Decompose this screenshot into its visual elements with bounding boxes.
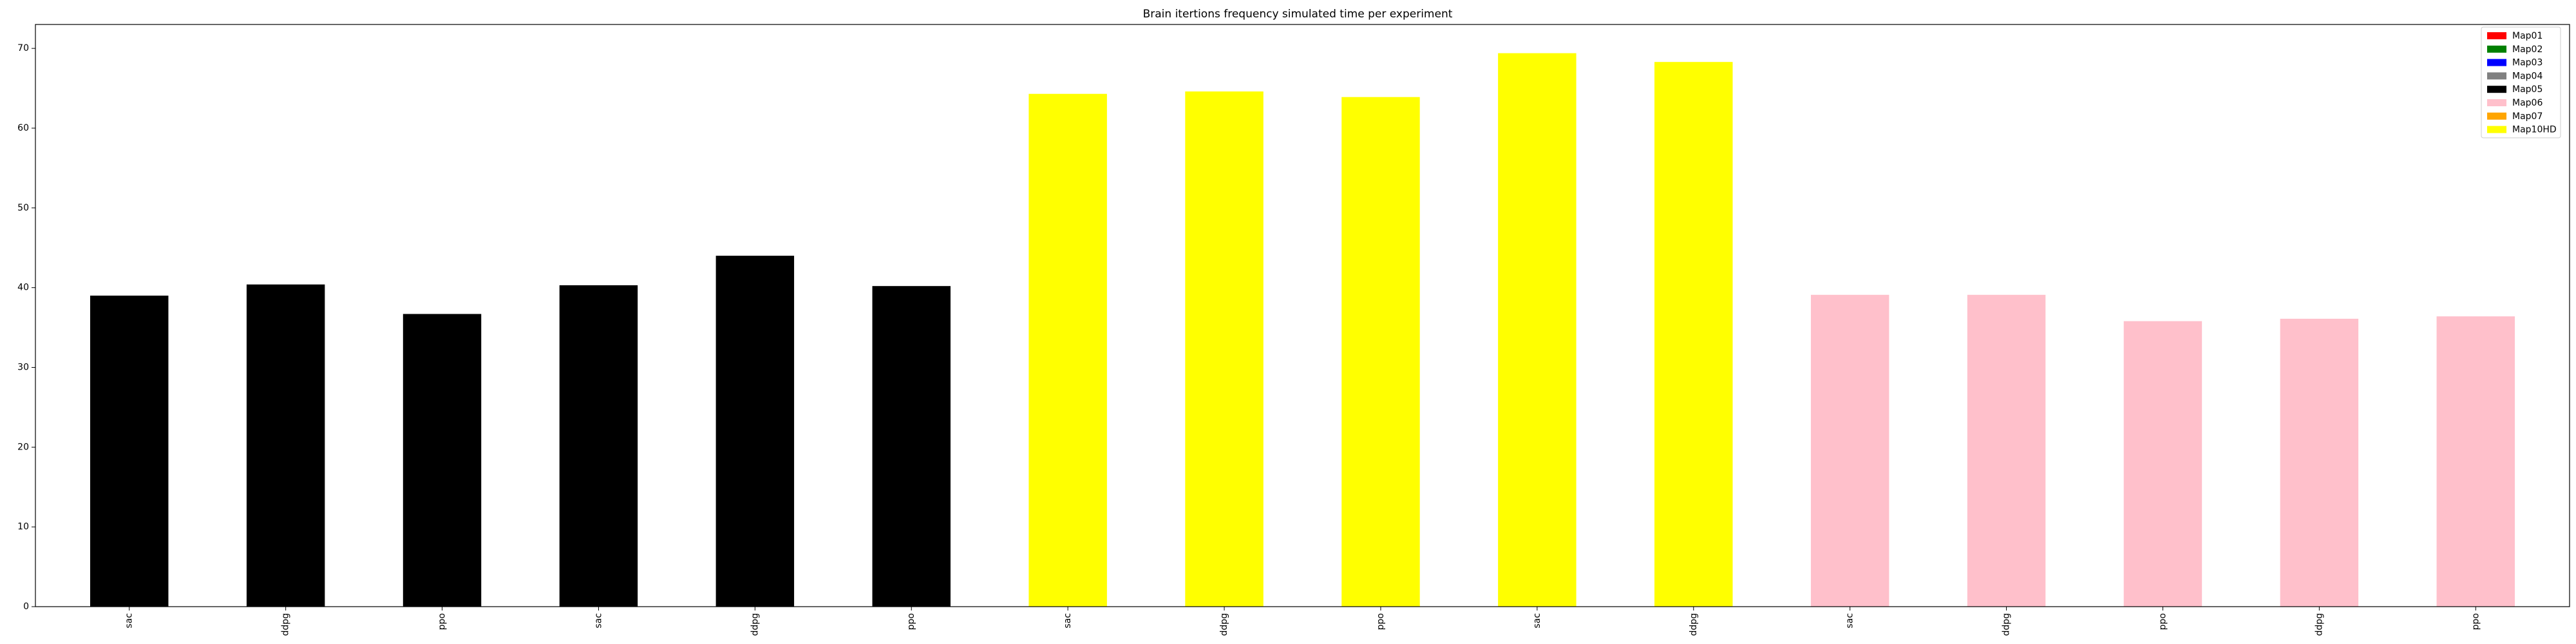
y-tick-label: 0	[23, 601, 29, 612]
x-tick-label: ppo	[2470, 613, 2481, 630]
bar	[402, 314, 482, 607]
bar	[1654, 62, 1733, 607]
legend-swatch	[2487, 59, 2506, 66]
bar	[1341, 97, 1420, 607]
y-tick-label: 70	[17, 43, 29, 53]
y-tick-label: 50	[17, 203, 29, 213]
bar	[1810, 294, 1889, 607]
legend: Map01 Map02 Map03 Map04 Map05 Map06 Map07 Map10…	[2481, 26, 2561, 138]
legend-item: Map07	[2487, 111, 2543, 122]
bar	[1185, 91, 1264, 607]
x-axis: sac ddpg ppo sac ddpg ppo sac ddpg ppo sac ddpg sac…	[124, 607, 2481, 636]
legend-label: Map01	[2512, 31, 2543, 41]
x-tick-label: ppo	[437, 613, 448, 630]
x-tick-label: ddpg	[1219, 613, 1229, 636]
legend-item: Map05	[2487, 84, 2543, 95]
x-tick-label: sac	[1845, 613, 1855, 629]
y-tick-label: 10	[17, 522, 29, 532]
legend-item: Map01	[2487, 31, 2543, 41]
y-tick-label: 60	[17, 123, 29, 133]
legend-label: Map02	[2512, 44, 2543, 55]
legend-box	[2481, 26, 2561, 138]
legend-swatch	[2487, 112, 2506, 120]
bar	[2436, 316, 2515, 607]
bar	[90, 296, 169, 607]
x-tick-label: sac	[593, 613, 603, 629]
x-tick-label: sac	[1063, 613, 1073, 629]
y-tick-label: 40	[17, 283, 29, 293]
legend-swatch	[2487, 45, 2506, 53]
bars-layer	[90, 53, 2515, 607]
legend-item: Map06	[2487, 98, 2543, 108]
x-tick-label: ppo	[906, 613, 916, 630]
legend-label: Map06	[2512, 98, 2543, 108]
y-tick-label: 20	[17, 442, 29, 452]
chart-title: Brain itertions frequency simulated time…	[1143, 8, 1453, 21]
legend-swatch	[2487, 86, 2506, 93]
legend-label: Map04	[2512, 71, 2543, 81]
legend-label: Map03	[2512, 58, 2543, 68]
bar	[559, 285, 638, 607]
legend-swatch	[2487, 99, 2506, 106]
bar	[872, 286, 951, 607]
legend-label: Map10HD	[2512, 125, 2557, 135]
bar	[1498, 53, 1577, 607]
legend-item: Map02	[2487, 44, 2543, 55]
bar	[1967, 294, 2046, 607]
bar	[715, 256, 795, 607]
y-axis: 0 10 20 30 40 50 60 70	[17, 43, 35, 612]
bar	[2123, 321, 2202, 607]
x-tick-label: ppo	[2157, 613, 2168, 630]
plot-frame	[35, 24, 2570, 607]
bar	[1028, 93, 1107, 607]
y-tick-label: 30	[17, 362, 29, 372]
legend-swatch	[2487, 32, 2506, 39]
x-tick-label: ddpg	[2002, 613, 2012, 636]
legend-label: Map05	[2512, 84, 2543, 95]
x-tick-label: sac	[124, 613, 135, 629]
legend-item: Map10HD	[2487, 125, 2557, 135]
x-tick-label: sac	[1532, 613, 1542, 629]
x-tick-label: ddpg	[281, 613, 291, 636]
legend-swatch	[2487, 126, 2506, 133]
legend-swatch	[2487, 72, 2506, 80]
x-tick-label: ddpg	[1689, 613, 1699, 636]
bar	[2280, 318, 2359, 607]
legend-item: Map03	[2487, 58, 2543, 68]
legend-item: Map04	[2487, 71, 2543, 81]
x-tick-label: ddpg	[2314, 613, 2324, 636]
x-tick-label: ddpg	[750, 613, 760, 636]
x-tick-label: ppo	[1376, 613, 1386, 630]
legend-label: Map07	[2512, 111, 2543, 122]
bar	[246, 284, 325, 607]
